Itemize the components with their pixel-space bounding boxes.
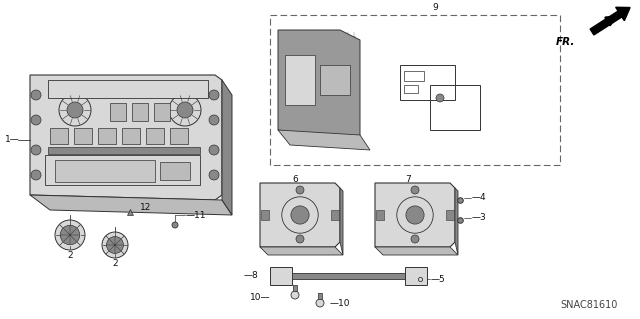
Text: —4: —4 xyxy=(472,194,486,203)
Text: 9: 9 xyxy=(432,3,438,11)
Circle shape xyxy=(31,145,41,155)
Circle shape xyxy=(296,186,304,194)
Circle shape xyxy=(31,90,41,100)
Bar xyxy=(154,103,170,121)
Circle shape xyxy=(411,235,419,243)
Text: 2: 2 xyxy=(67,250,73,259)
Circle shape xyxy=(55,220,85,250)
Text: —3: —3 xyxy=(472,213,487,222)
Circle shape xyxy=(397,197,433,233)
Bar xyxy=(430,85,480,130)
Bar xyxy=(160,162,190,180)
Text: 2: 2 xyxy=(112,258,118,268)
Bar xyxy=(261,210,269,220)
Bar xyxy=(122,128,140,144)
Bar xyxy=(55,160,155,182)
Bar xyxy=(170,128,188,144)
Bar xyxy=(48,147,200,154)
Bar xyxy=(320,65,350,95)
Bar xyxy=(146,128,164,144)
Bar xyxy=(446,210,454,220)
Circle shape xyxy=(169,94,201,126)
Polygon shape xyxy=(375,183,455,247)
Bar xyxy=(292,273,407,279)
Circle shape xyxy=(60,225,80,245)
Polygon shape xyxy=(375,247,458,255)
Polygon shape xyxy=(30,75,222,200)
Text: 12: 12 xyxy=(140,204,152,212)
Circle shape xyxy=(436,94,444,102)
Bar xyxy=(74,128,92,144)
Circle shape xyxy=(291,291,299,299)
Text: FR.: FR. xyxy=(556,37,575,47)
Bar xyxy=(98,128,116,144)
Circle shape xyxy=(102,232,128,258)
Polygon shape xyxy=(278,30,360,140)
Circle shape xyxy=(172,222,178,228)
Text: 10—: 10— xyxy=(250,293,270,302)
Text: —8: —8 xyxy=(243,271,258,279)
Text: —10: —10 xyxy=(330,299,351,308)
Bar xyxy=(270,267,292,285)
Circle shape xyxy=(31,170,41,180)
Circle shape xyxy=(316,299,324,307)
Bar xyxy=(285,55,315,105)
Circle shape xyxy=(406,206,424,224)
Polygon shape xyxy=(222,80,232,215)
Bar xyxy=(48,80,208,98)
Bar xyxy=(404,71,424,81)
Circle shape xyxy=(31,115,41,125)
Text: 1—: 1— xyxy=(5,136,20,145)
Bar xyxy=(132,103,148,121)
Text: —5: —5 xyxy=(431,275,445,284)
Bar xyxy=(293,285,297,291)
Text: 6: 6 xyxy=(292,175,298,184)
Polygon shape xyxy=(278,130,370,150)
Circle shape xyxy=(282,197,318,233)
Circle shape xyxy=(209,145,219,155)
Bar xyxy=(400,65,455,100)
Circle shape xyxy=(296,235,304,243)
Bar xyxy=(318,293,322,299)
Bar xyxy=(45,155,200,185)
Polygon shape xyxy=(30,195,232,215)
Polygon shape xyxy=(260,183,340,247)
Bar xyxy=(405,267,427,285)
Circle shape xyxy=(291,206,309,224)
Circle shape xyxy=(209,170,219,180)
Polygon shape xyxy=(455,188,458,255)
Text: SNAC81610: SNAC81610 xyxy=(560,300,618,310)
Polygon shape xyxy=(340,188,343,255)
Bar xyxy=(110,103,126,121)
Circle shape xyxy=(209,90,219,100)
Circle shape xyxy=(106,237,124,254)
Text: —11: —11 xyxy=(186,211,207,219)
Circle shape xyxy=(59,94,91,126)
Polygon shape xyxy=(260,247,343,255)
Text: 7: 7 xyxy=(405,175,411,184)
FancyArrow shape xyxy=(590,7,630,35)
Bar xyxy=(376,210,384,220)
Circle shape xyxy=(209,115,219,125)
Circle shape xyxy=(411,186,419,194)
Bar xyxy=(270,15,560,165)
Bar xyxy=(331,210,339,220)
Circle shape xyxy=(67,102,83,118)
Bar xyxy=(404,85,418,93)
Bar xyxy=(50,128,68,144)
Circle shape xyxy=(177,102,193,118)
